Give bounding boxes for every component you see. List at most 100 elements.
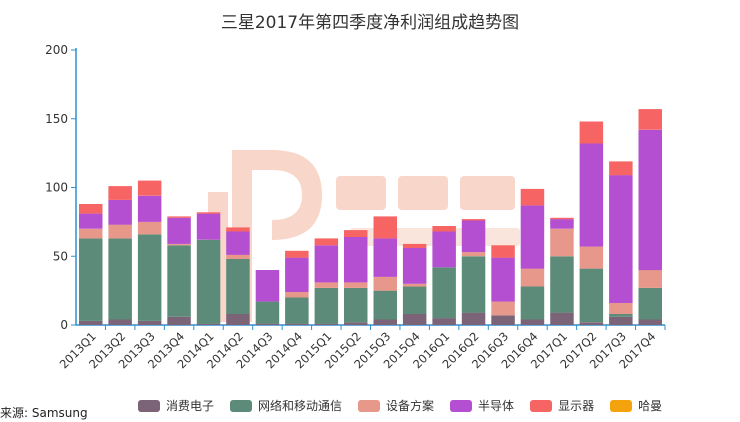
bar-segment[interactable] [285, 257, 309, 292]
bar-segment[interactable] [314, 323, 339, 325]
bar-segment[interactable] [285, 250, 309, 258]
bar-segment[interactable] [579, 143, 604, 247]
bar-segment[interactable] [255, 270, 280, 302]
bar-segment[interactable] [167, 245, 191, 317]
bar-segment[interactable] [137, 221, 162, 235]
bar-segment[interactable] [137, 195, 162, 222]
bar-segment[interactable] [550, 312, 574, 325]
bar-segment[interactable] [167, 316, 191, 326]
bar-segment[interactable] [402, 283, 427, 287]
legend-item[interactable]: 显示器 [530, 397, 594, 414]
bar-segment[interactable] [461, 252, 486, 257]
bar-segment[interactable] [285, 323, 309, 325]
bar-segment[interactable] [79, 238, 103, 321]
bar-segment[interactable] [167, 217, 191, 244]
bar-segment[interactable] [373, 276, 398, 291]
bar-segment[interactable] [432, 267, 456, 319]
bar-segment[interactable] [108, 186, 132, 200]
bar-segment[interactable] [432, 231, 456, 268]
bar-segment[interactable] [285, 297, 309, 324]
bar-segment[interactable] [196, 239, 221, 324]
legend-item[interactable]: 设备方案 [358, 397, 434, 414]
bar-segment[interactable] [167, 216, 191, 218]
bar-segment[interactable] [609, 303, 633, 314]
bar-segment[interactable] [609, 175, 633, 303]
bar-segment[interactable] [226, 314, 250, 325]
bar-segment[interactable] [226, 227, 250, 232]
bar-segment[interactable] [520, 286, 545, 320]
bar-segment[interactable] [402, 286, 427, 315]
bar-segment[interactable] [579, 322, 604, 326]
bar-segment[interactable] [344, 237, 368, 283]
bar-segment[interactable] [638, 319, 663, 326]
bar-segment[interactable] [579, 121, 604, 144]
bar-segment[interactable] [638, 109, 663, 130]
bar-segment[interactable] [520, 188, 545, 206]
bar-segment[interactable] [550, 217, 574, 220]
bar-segment[interactable] [196, 212, 221, 214]
bar-segment[interactable] [137, 180, 162, 196]
bar-segment[interactable] [520, 205, 545, 269]
bar-segment[interactable] [344, 287, 368, 323]
legend-item[interactable]: 哈曼 [610, 397, 662, 414]
chart-legend[interactable]: 消费电子 网络和移动通信 设备方案 半导体 显示器 哈曼 [138, 397, 678, 414]
bar-segment[interactable] [285, 292, 309, 298]
bar-segment[interactable] [550, 228, 574, 257]
bar-segment[interactable] [638, 270, 663, 288]
bar-segment[interactable] [461, 219, 486, 221]
bar-segment[interactable] [638, 129, 663, 271]
legend-item[interactable]: 半导体 [450, 397, 514, 414]
legend-item[interactable]: 消费电子 [138, 397, 214, 414]
bar-segment[interactable] [167, 243, 191, 246]
bar-segment[interactable] [402, 248, 427, 284]
bar-segment[interactable] [609, 316, 633, 326]
bar-segment[interactable] [461, 312, 486, 325]
bar-segment[interactable] [491, 257, 515, 302]
bar-segment[interactable] [137, 320, 162, 325]
bar-segment[interactable] [373, 290, 398, 320]
bar-segment[interactable] [314, 282, 339, 288]
bar-segment[interactable] [314, 238, 339, 246]
bar-segment[interactable] [579, 268, 604, 323]
bar-segment[interactable] [550, 219, 574, 229]
bar-segment[interactable] [314, 245, 339, 283]
bar-segment[interactable] [226, 254, 250, 259]
bar-segment[interactable] [196, 323, 221, 325]
bar-segment[interactable] [373, 238, 398, 277]
bar-segment[interactable] [638, 287, 663, 320]
bar-segment[interactable] [402, 314, 427, 325]
bar-segment[interactable] [108, 199, 132, 225]
bar-segment[interactable] [79, 204, 103, 214]
bar-segment[interactable] [79, 213, 103, 229]
bar-segment[interactable] [314, 287, 339, 324]
bar-segment[interactable] [609, 314, 633, 317]
bar-segment[interactable] [344, 282, 368, 288]
bar-segment[interactable] [108, 224, 132, 239]
bar-segment[interactable] [402, 243, 427, 248]
bar-segment[interactable] [79, 320, 103, 325]
bar-segment[interactable] [344, 230, 368, 237]
bar-segment[interactable] [461, 220, 486, 253]
bar-segment[interactable] [432, 318, 456, 325]
bar-segment[interactable] [79, 228, 103, 239]
bar-segment[interactable] [373, 216, 398, 239]
bar-segment[interactable] [609, 161, 633, 176]
bar-segment[interactable] [108, 238, 132, 320]
bar-segment[interactable] [344, 322, 368, 326]
bar-segment[interactable] [432, 226, 456, 232]
bar-segment[interactable] [491, 245, 515, 258]
bar-segment[interactable] [520, 268, 545, 287]
bar-segment[interactable] [137, 234, 162, 321]
bar-segment[interactable] [520, 319, 545, 326]
bar-segment[interactable] [579, 246, 604, 269]
bar-segment[interactable] [255, 323, 280, 325]
bar-segment[interactable] [550, 256, 574, 313]
bar-segment[interactable] [226, 259, 250, 314]
bar-segment[interactable] [226, 231, 250, 255]
bar-segment[interactable] [373, 319, 398, 326]
legend-item[interactable]: 网络和移动通信 [230, 397, 342, 414]
bar-segment[interactable] [491, 315, 515, 325]
bar-segment[interactable] [196, 213, 221, 240]
bar-segment[interactable] [491, 301, 515, 316]
bar-segment[interactable] [255, 301, 280, 324]
